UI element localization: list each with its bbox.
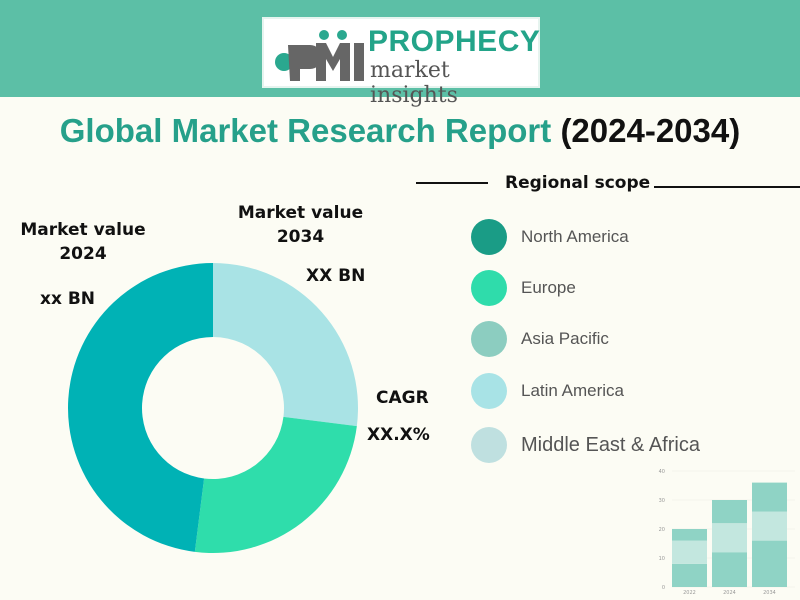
mv2024-value: xx BN	[40, 289, 96, 309]
legend-item: North America	[471, 219, 629, 255]
y-tick-label: 0	[662, 585, 665, 591]
legend-swatch	[471, 427, 507, 463]
y-tick-label: 30	[659, 498, 665, 504]
x-tick-label: 2022	[683, 590, 696, 596]
legend-item: Latin America	[471, 373, 624, 409]
legend-swatch	[471, 219, 507, 255]
market-value-2034-label: Market value 2034	[233, 201, 368, 249]
mv2024-year: 2024	[59, 244, 107, 264]
legend-swatch	[471, 373, 507, 409]
logo-brand-line2: market insights	[370, 58, 458, 108]
donut-chart	[67, 263, 358, 553]
donut-slice	[213, 263, 358, 427]
bar-segment	[672, 563, 707, 587]
legend-item: Asia Pacific	[471, 321, 609, 357]
legend-label: Middle East & Africa	[521, 433, 700, 456]
bar-segment	[672, 529, 707, 541]
legend-swatch	[471, 321, 507, 357]
mv2034-value: XX BN	[306, 266, 366, 286]
bar-segment	[752, 511, 787, 541]
market-value-2024-label: Market value 2024	[18, 218, 148, 266]
bar-segment	[712, 552, 747, 587]
x-tick-label: 2024	[723, 590, 736, 596]
legend-label: Europe	[521, 278, 576, 297]
legend-item: Middle East & Africa	[471, 427, 700, 463]
legend-label: North America	[521, 227, 629, 246]
page-title: Global Market Research Report (2024-2034…	[0, 112, 800, 150]
logo: PROPHECY market insights	[262, 17, 541, 108]
logo-brand-line1: PROPHECY	[368, 25, 541, 58]
mv2024-title: Market value	[20, 220, 146, 240]
donut-slice	[67, 263, 213, 552]
legend-label: Latin America	[521, 381, 624, 400]
cagr-value: XX.X%	[367, 425, 430, 445]
bar-segment	[752, 482, 787, 512]
title-main: Global Market Research Report	[59, 112, 552, 149]
y-tick-label: 40	[659, 469, 665, 475]
legend-label: Asia Pacific	[521, 329, 609, 348]
mini-stacked-bar-chart: 0 10 20 30 40 2022 2024 2034	[659, 469, 795, 596]
x-tick-label: 2034	[763, 590, 776, 596]
mv2034-year: 2034	[276, 227, 325, 247]
title-years: (2024-2034)	[560, 112, 741, 149]
bar-segment	[752, 540, 787, 587]
legend-item: Europe	[471, 270, 576, 306]
donut-slice	[194, 416, 357, 553]
bar-segment	[712, 523, 747, 553]
cagr-title: CAGR	[376, 388, 429, 408]
legend-title: Regional scope	[505, 173, 651, 193]
bar-segment	[672, 540, 707, 564]
y-tick-label: 10	[659, 556, 665, 562]
bar-segment	[712, 500, 747, 524]
legend-swatch	[471, 270, 507, 306]
pmi-logo-mark	[275, 30, 364, 81]
mv2034-title: Market value	[237, 203, 364, 223]
y-tick-label: 20	[659, 527, 665, 533]
divider-right	[654, 186, 800, 188]
divider-left	[416, 182, 488, 184]
